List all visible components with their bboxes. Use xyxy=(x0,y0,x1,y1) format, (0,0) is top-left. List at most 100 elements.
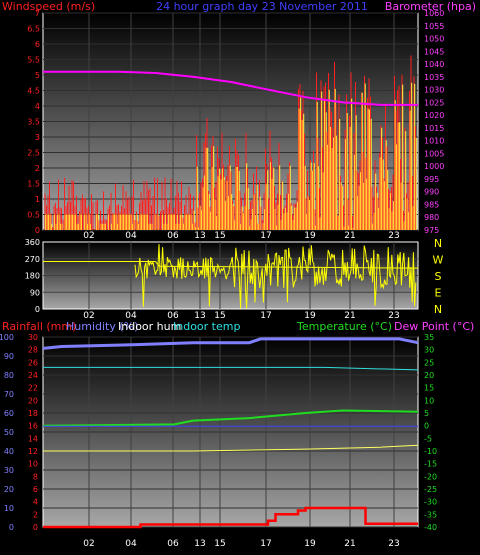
temperature-tick-label: -40 xyxy=(424,523,437,532)
rainfall-tick-label: 6 xyxy=(33,485,38,494)
x-tick-label: 06 xyxy=(167,231,179,241)
rainfall-tick-label: 28 xyxy=(28,346,38,355)
x-tick-label: 23 xyxy=(388,539,399,549)
x-tick-label: 17 xyxy=(260,231,271,241)
humidity-tick-label: 70 xyxy=(4,390,14,399)
temperature-label: Temperature (°C) xyxy=(296,320,392,333)
x-tick-label: 21 xyxy=(344,539,355,549)
climate-series xyxy=(42,337,419,529)
wind-tick-label: 7 xyxy=(35,9,40,18)
series-line xyxy=(43,366,419,371)
wind-series xyxy=(44,55,417,230)
barometer-tick-label: 1005 xyxy=(424,149,444,158)
barometer-tick-label: 995 xyxy=(424,175,439,184)
wind-tick-label: 5 xyxy=(35,71,40,80)
humidity-y-ticks: 0 10 20 30 40 50 60 70 80 90 100 xyxy=(0,333,14,532)
series-line xyxy=(43,444,419,452)
x-tick-label: 06 xyxy=(167,311,179,321)
compass-label: E xyxy=(435,287,442,300)
x-tick-label: 17 xyxy=(260,539,271,549)
wind-tick-label: 3 xyxy=(35,133,40,142)
barometer-tick-label: 980 xyxy=(424,213,439,222)
direction-tick-label: 360 xyxy=(25,238,40,247)
rainfall-tick-label: 10 xyxy=(28,460,38,469)
x-tick-label: 19 xyxy=(304,311,316,321)
barometer-y-ticks: 975 980 985 990 995 1000 1005 1010 1015 1020 1025 1… xyxy=(424,9,444,235)
x-tick-label: 13 xyxy=(194,311,205,321)
x-tick-label: 13 xyxy=(194,231,205,241)
barometer-label: Barometer (hpa) xyxy=(385,0,476,13)
humidity-tick-label: 100 xyxy=(0,333,14,342)
rainfall-tick-label: 12 xyxy=(28,447,38,456)
barometer-line xyxy=(43,70,418,106)
rainfall-tick-label: 16 xyxy=(28,422,38,431)
barometer-tick-label: 1060 xyxy=(424,9,444,18)
barometer-tick-label: 1035 xyxy=(424,73,444,82)
rainfall-tick-label: 0 xyxy=(33,523,38,532)
temperature-tick-label: 20 xyxy=(424,371,434,380)
compass-label: W xyxy=(433,254,444,267)
x-tick-label: 13 xyxy=(194,539,205,549)
barometer-tick-label: 1045 xyxy=(424,47,444,56)
wind-tick-label: 3.5 xyxy=(27,118,40,127)
humidity-tick-label: 40 xyxy=(4,447,14,456)
direction-line xyxy=(134,244,417,309)
barometer-tick-label: 1015 xyxy=(424,124,444,133)
compass-label: N xyxy=(434,237,442,250)
dewpoint-label: Dew Point (°C) xyxy=(394,320,474,333)
windspeed-label: Windspeed (m/s) xyxy=(2,0,95,13)
barometer-tick-label: 1030 xyxy=(424,86,444,95)
barometer-tick-label: 1000 xyxy=(424,162,444,171)
temperature-tick-label: 10 xyxy=(424,396,434,405)
temperature-tick-label: 5 xyxy=(424,409,429,418)
barometer-tick-label: 1010 xyxy=(424,137,444,146)
wind-x-ticks: 02 04 06 13 15 17 19 21 23 xyxy=(83,231,399,241)
humidity-tick-label: 90 xyxy=(4,352,14,361)
barometer-tick-label: 990 xyxy=(424,188,439,197)
wind-tick-label: 2 xyxy=(35,164,40,173)
graph-title: 24 hour graph day 23 November 2011 xyxy=(156,0,368,13)
x-tick-label: 04 xyxy=(125,311,137,321)
x-tick-label: 06 xyxy=(167,539,179,549)
x-tick-label: 19 xyxy=(304,231,316,241)
wind-tick-label: 6 xyxy=(35,40,40,49)
compass-label: N xyxy=(434,303,442,316)
rainfall-tick-label: 20 xyxy=(28,396,38,405)
series-line xyxy=(42,337,419,350)
x-tick-label: 23 xyxy=(388,311,399,321)
temperature-y-ticks: -40 -35 -30 -25 -20 -15 -10 -5 0 5 10 15 20 25 30 35 xyxy=(424,333,437,532)
barometer-tick-label: 985 xyxy=(424,200,439,209)
series-line xyxy=(42,409,419,427)
wind-tick-label: 2.5 xyxy=(27,149,40,158)
rainfall-tick-label: 26 xyxy=(28,358,38,367)
x-tick-label: 19 xyxy=(304,539,316,549)
rainfall-tick-label: 8 xyxy=(33,472,38,481)
x-tick-label: 17 xyxy=(260,311,271,321)
temperature-tick-label: 30 xyxy=(424,346,434,355)
humidity-tick-label: 0 xyxy=(9,523,14,532)
x-tick-label: 02 xyxy=(83,311,94,321)
barometer-tick-label: 1055 xyxy=(424,22,444,31)
direction-tick-label: 90 xyxy=(30,288,40,297)
x-tick-label: 23 xyxy=(388,231,399,241)
wind-tick-label: 0 xyxy=(35,226,40,235)
humidity-tick-label: 10 xyxy=(4,504,14,513)
temperature-tick-label: 0 xyxy=(424,422,429,431)
x-tick-label: 15 xyxy=(214,311,225,321)
direction-x-ticks: 02 04 06 13 15 17 19 21 23 xyxy=(83,311,399,321)
rainfall-label: Rainfall (mm) xyxy=(2,320,76,333)
rainfall-tick-label: 24 xyxy=(28,371,38,380)
x-tick-label: 04 xyxy=(125,539,137,549)
humidity-tick-label: 30 xyxy=(4,466,14,475)
indoor-temp-label: Indoor temp xyxy=(173,320,240,333)
humidity-label: Humidity (%) xyxy=(66,320,138,333)
temperature-tick-label: -20 xyxy=(424,472,437,481)
wind-tick-label: 0.5 xyxy=(27,211,40,220)
indoor-hum-label: Indoor hum xyxy=(118,320,181,333)
temperature-tick-label: -10 xyxy=(424,447,437,456)
temperature-tick-label: -30 xyxy=(424,498,437,507)
temperature-tick-label: -5 xyxy=(424,434,432,443)
humidity-tick-label: 80 xyxy=(4,371,14,380)
